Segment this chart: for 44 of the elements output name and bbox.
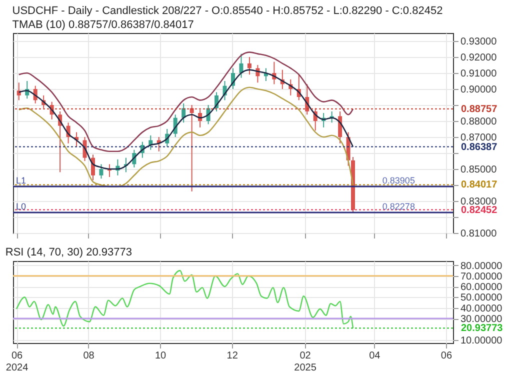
- ref-line-label: L0: [16, 202, 26, 212]
- y-tick-label: 10.00000: [460, 335, 503, 346]
- x-tick-label: 08: [83, 350, 95, 362]
- ref-line-label: 0.84017: [461, 180, 498, 191]
- x-tick-label: 06: [440, 350, 452, 362]
- candlestick: [99, 164, 104, 180]
- y-tick-label: 0.83000: [460, 196, 498, 208]
- candlestick: [190, 104, 194, 192]
- y-tick-label: 70.00000: [460, 271, 503, 282]
- y-tick-label: 0.93000: [460, 36, 498, 48]
- candlestick: [239, 53, 244, 78]
- annotation: 0.83905: [382, 176, 415, 186]
- candlestick: [338, 110, 342, 144]
- x-tick-label: 02 2025: [294, 350, 317, 374]
- y-tick-label: 80.00000: [460, 260, 503, 272]
- ref-line-label: L1: [16, 176, 26, 186]
- y-tick-label: 0.91000: [460, 68, 498, 80]
- y-tick-label: 30.00000: [460, 314, 503, 326]
- y-tick-label: 0.88000: [460, 116, 498, 128]
- candlestick: [247, 56, 252, 76]
- line-series: [18, 86, 354, 188]
- annotation: 0.82278: [382, 202, 415, 212]
- ref-line-label: 0.86387: [461, 142, 498, 153]
- y-tick-label: 0.90000: [460, 84, 498, 96]
- y-tick-label: 0.87000: [460, 132, 498, 144]
- chart-title: RSI (14, 70, 30) 20.93773: [5, 246, 132, 258]
- candlestick: [148, 134, 153, 150]
- chart-subtitle: TMAB (10) 0.88757/0.86387/0.84017: [12, 19, 194, 31]
- y-tick-label: 0.92000: [460, 52, 498, 64]
- ref-line-label: 0.82452: [461, 204, 498, 216]
- y-tick-label: 0.85000: [460, 164, 498, 176]
- y-tick-label: 50.00000: [460, 292, 503, 304]
- ref-line-label: 0.88757: [461, 104, 498, 115]
- y-tick-label: 0.81000: [460, 228, 498, 240]
- y-tick-label: 60.00000: [460, 282, 503, 294]
- x-tick-label: 12: [226, 350, 238, 362]
- x-tick-label: 04: [369, 350, 381, 362]
- line-series: [18, 52, 354, 152]
- line-series: [16, 270, 354, 329]
- y-tick-label: 40.00000: [460, 303, 503, 314]
- ref-line-label: 20.93773: [461, 323, 504, 334]
- x-tick-label: 10: [154, 350, 167, 362]
- x-tick-label: 06 2024: [6, 350, 29, 374]
- chart-title: USDCHF - Daily - Candlestick 208/227 - O:0.85540 - H:0.85752 - L:0.82290 - C:0.82452: [12, 5, 443, 17]
